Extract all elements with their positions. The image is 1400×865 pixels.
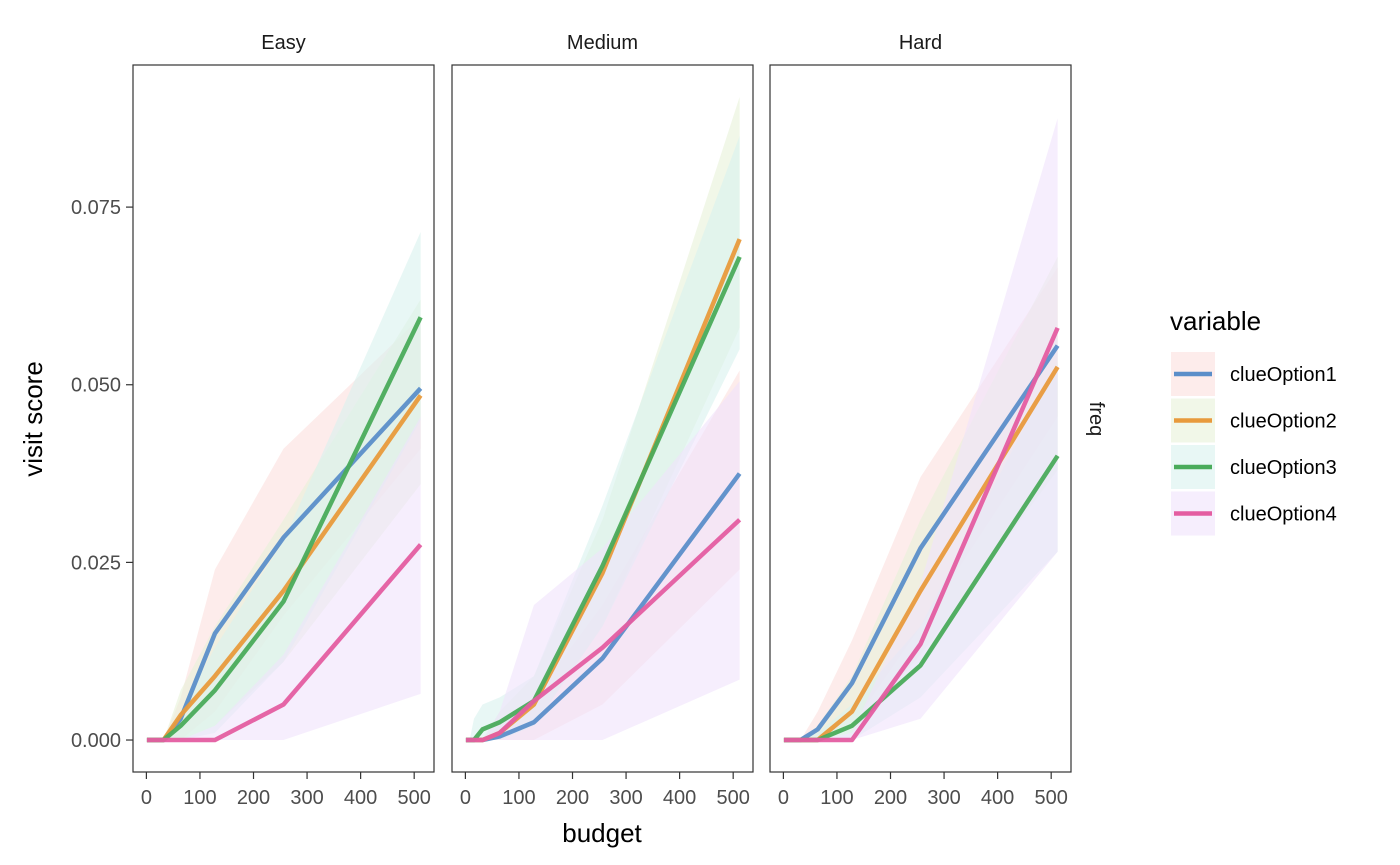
- legend-entry-clueoption3: clueOption3: [1171, 445, 1337, 489]
- ribbon-clueoption3: [146, 231, 421, 741]
- y-tick-label: 0.050: [71, 375, 121, 397]
- x-tick-label: 100: [183, 787, 216, 809]
- x-tick-label: 200: [874, 787, 907, 809]
- panels-layer: Easy 0 100 200 300 400 500 Medium 0 100 200 300 400 5…: [132, 32, 1072, 809]
- legend-label: clueOption3: [1230, 457, 1337, 479]
- panel-border: [451, 64, 754, 773]
- x-tick-label: 300: [609, 787, 642, 809]
- x-tick-label: 300: [927, 787, 960, 809]
- facet-panel-medium: Medium 0 100 200 300 400 500: [451, 32, 754, 809]
- x-tick-label: 400: [344, 787, 377, 809]
- line-clueoption4: [782, 327, 1060, 743]
- x-tick-label: 100: [820, 787, 853, 809]
- y-tick-label: 0.000: [71, 730, 121, 752]
- x-tick-label: 0: [141, 787, 152, 809]
- ribbon-clueoption4: [146, 416, 421, 741]
- facet-panel-hard: Hard 0 100 200 300 400 500: [769, 32, 1072, 809]
- facet-strip-label: Medium: [567, 32, 638, 54]
- x-tick-label: 200: [556, 787, 589, 809]
- facet-row-strip-label: freq: [1085, 402, 1107, 436]
- x-tick-label: 200: [237, 787, 270, 809]
- panel-border: [132, 64, 435, 773]
- x-tick-label: 400: [663, 787, 696, 809]
- line-clueoption4: [145, 543, 423, 743]
- facet-strip-label: Hard: [899, 32, 942, 54]
- x-tick-label: 300: [290, 787, 323, 809]
- legend-label: clueOption1: [1230, 364, 1337, 386]
- y-axis: 0.000 0.025 0.050 0.075: [71, 197, 133, 752]
- y-tick-label: 0.075: [71, 197, 121, 219]
- line-clueoption4: [464, 518, 742, 743]
- legend-label: clueOption2: [1230, 411, 1337, 433]
- y-axis-label: visit score: [18, 361, 48, 477]
- y-tick-label: 0.025: [71, 552, 121, 574]
- facet-strip-label: Easy: [261, 32, 305, 54]
- x-tick-label: 500: [716, 787, 749, 809]
- legend-entry-clueoption4: clueOption4: [1171, 491, 1337, 536]
- x-axis-label: budget: [562, 818, 642, 848]
- legend-title: variable: [1170, 306, 1261, 336]
- ribbon-clueoption4: [783, 118, 1058, 741]
- legend-entry-clueoption2: clueOption2: [1171, 398, 1337, 443]
- x-tick-label: 400: [981, 787, 1014, 809]
- legend: variable clueOption1 clueOption2 clueOptio…: [1170, 306, 1337, 536]
- panel-border: [769, 64, 1072, 773]
- legend-entry-clueoption1: clueOption1: [1171, 352, 1337, 396]
- x-tick-label: 0: [778, 787, 789, 809]
- x-tick-label: 500: [397, 787, 430, 809]
- x-tick-label: 500: [1034, 787, 1067, 809]
- x-tick-label: 0: [460, 787, 471, 809]
- facet-panel-easy: Easy 0 100 200 300 400 500: [132, 32, 435, 809]
- legend-label: clueOption4: [1230, 504, 1337, 526]
- x-tick-label: 100: [502, 787, 535, 809]
